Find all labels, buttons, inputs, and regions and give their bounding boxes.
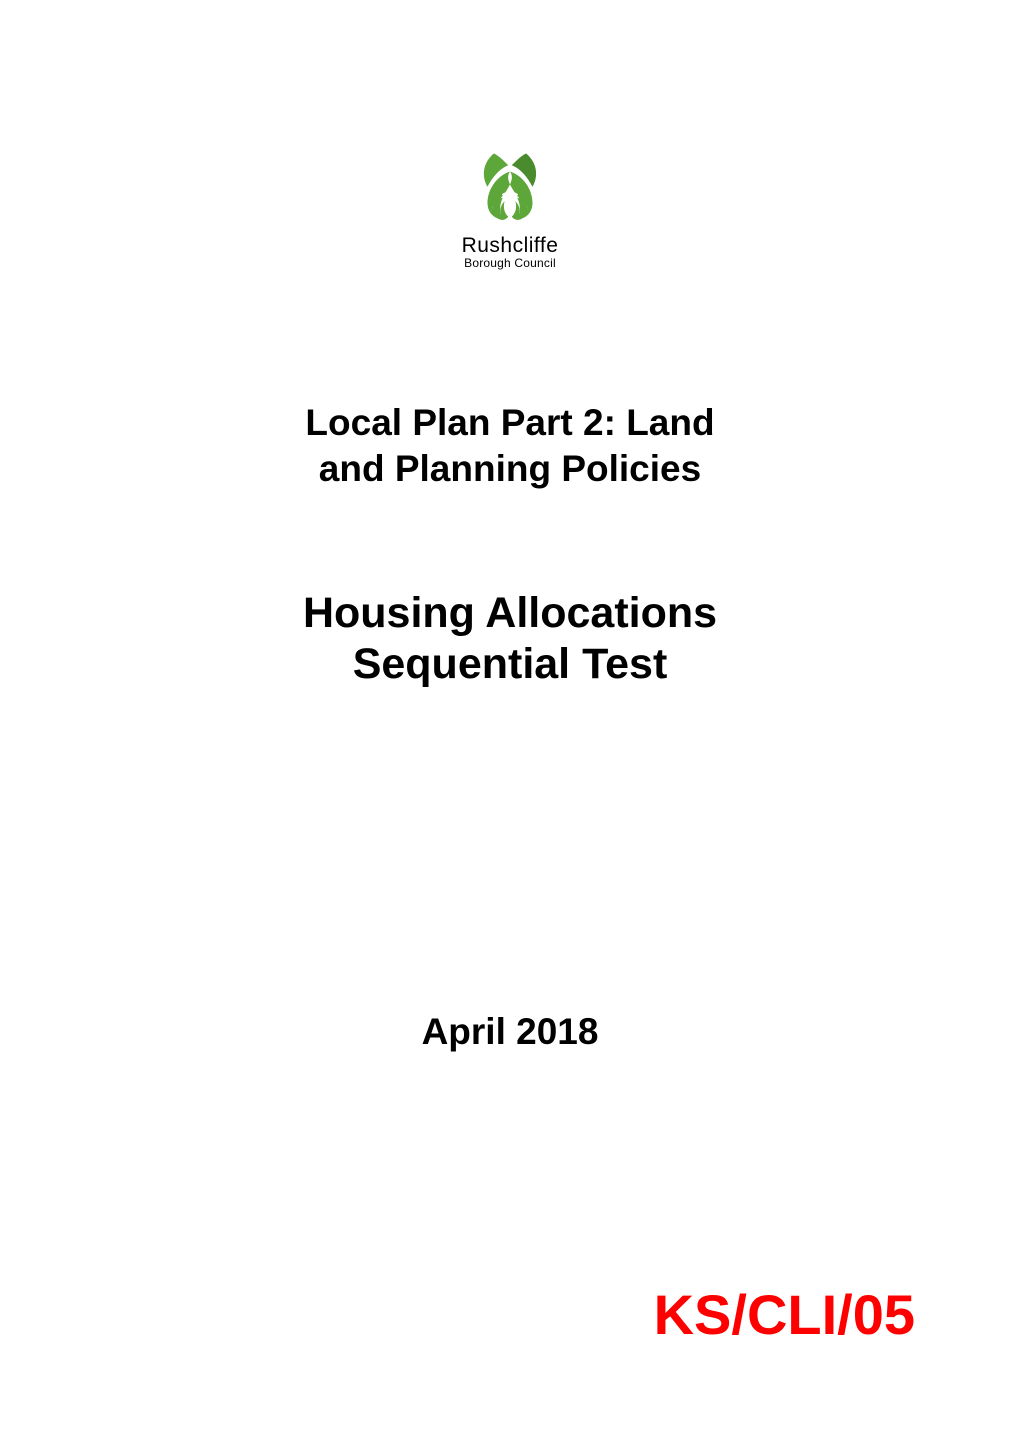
title-1-line-1: Local Plan Part 2: Land [305,400,714,446]
document-reference-code: KS/CLI/05 [654,1282,915,1347]
title-2-line-1: Housing Allocations [303,588,717,640]
title-2-line-2: Sequential Test [303,639,717,691]
document-date: April 2018 [422,1011,599,1053]
rushcliffe-logo-icon [465,140,555,230]
title-1-line-2: and Planning Policies [305,446,714,492]
document-title-section-2: Housing Allocations Sequential Test [303,588,717,691]
document-title-section-1: Local Plan Part 2: Land and Planning Pol… [305,400,714,493]
logo-container: Rushcliffe Borough Council [462,140,559,270]
logo-text-primary: Rushcliffe [462,234,559,258]
logo-text-secondary: Borough Council [464,256,556,270]
